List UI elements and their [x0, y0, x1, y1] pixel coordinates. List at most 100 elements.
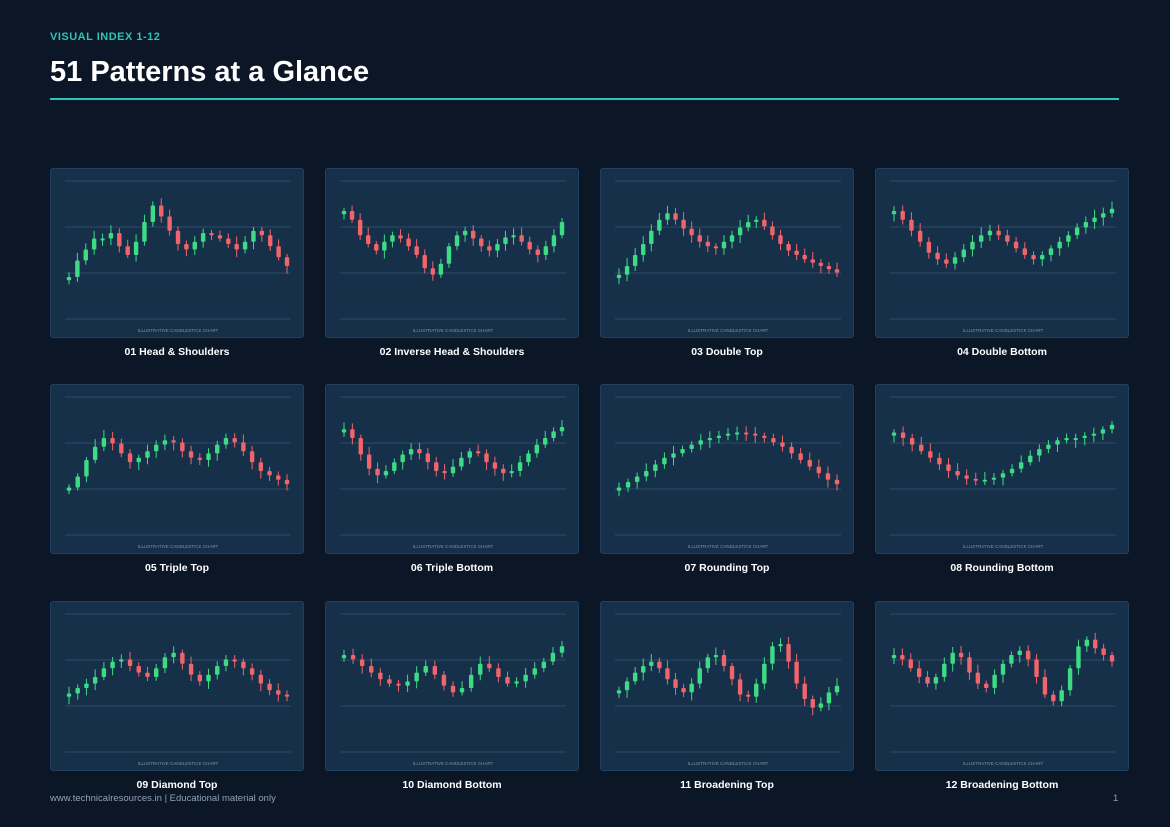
bearish-candle [996, 224, 1001, 240]
bullish-candle [543, 240, 549, 261]
bearish-candle [232, 433, 237, 448]
bullish-candle [91, 230, 97, 255]
bullish-candle [341, 207, 347, 220]
bullish-candle [66, 686, 72, 705]
bullish-candle [891, 429, 897, 443]
pattern-caption: 12 Broadening Bottom [945, 779, 1059, 791]
bearish-candle [175, 226, 181, 251]
bullish-candle [1009, 464, 1015, 477]
bearish-candle [249, 663, 255, 681]
bearish-candle [689, 221, 694, 243]
pattern-caption: 11 Broadening Top [680, 779, 774, 791]
bearish-candle [900, 205, 905, 225]
bullish-candle [66, 484, 72, 495]
bearish-candle [919, 436, 924, 455]
chart-svg: ILLUSTRATIVE CANDLESTICK CHART [65, 180, 291, 333]
bearish-candle [745, 690, 751, 703]
bearish-candle [417, 442, 422, 460]
chart-watermark: ILLUSTRATIVE CANDLESTICK CHART [688, 761, 769, 766]
bearish-candle [414, 239, 419, 259]
bullish-candle [559, 640, 565, 658]
bearish-candle [180, 438, 185, 458]
pattern-card: ILLUSTRATIVE CANDLESTICK CHART 12 Broaden… [875, 601, 1129, 791]
bullish-candle [616, 482, 622, 497]
pattern-card: ILLUSTRATIVE CANDLESTICK CHART 04 Double … [875, 168, 1129, 358]
bearish-candle [496, 663, 501, 683]
bullish-candle [414, 666, 419, 689]
chart-watermark: ILLUSTRATIVE CANDLESTICK CHART [963, 328, 1044, 333]
bearish-candle [657, 657, 662, 673]
chart-watermark: ILLUSTRATIVE CANDLESTICK CHART [688, 328, 769, 333]
bullish-candle [171, 646, 176, 664]
bearish-candle [358, 434, 363, 461]
bullish-candle [100, 233, 105, 246]
bullish-candle [1017, 646, 1022, 663]
bearish-candle [396, 679, 401, 692]
bearish-candle [241, 658, 246, 676]
bullish-candle [634, 472, 640, 489]
bearish-candle [917, 223, 923, 247]
bullish-candle [223, 655, 229, 672]
bearish-candle [284, 474, 290, 491]
bearish-candle [697, 228, 702, 248]
bearish-candle [909, 433, 915, 452]
bullish-candle [75, 252, 80, 282]
bearish-candle [479, 235, 484, 252]
bearish-candle [810, 252, 815, 268]
bearish-candle [234, 236, 239, 258]
bearish-candle [721, 649, 727, 672]
chart-watermark: ILLUSTRATIVE CANDLESTICK CHART [413, 328, 494, 333]
bearish-candle [1005, 229, 1010, 246]
bullish-candle [632, 247, 638, 272]
bearish-candle [1022, 242, 1027, 259]
bullish-candle [762, 657, 767, 690]
bullish-candle [162, 653, 168, 674]
bearish-candle [900, 648, 905, 666]
bullish-candle [84, 456, 89, 483]
bearish-candle [802, 676, 807, 707]
bullish-candle [1067, 665, 1073, 696]
bearish-candle [737, 673, 743, 702]
bearish-candle [1034, 654, 1039, 684]
pattern-card: ILLUSTRATIVE CANDLESTICK CHART 03 Double … [600, 168, 854, 358]
bearish-candle [798, 447, 803, 464]
bullish-candle [559, 420, 565, 437]
bullish-candle [405, 674, 410, 692]
chart-svg: ILLUSTRATIVE CANDLESTICK CHART [890, 396, 1116, 549]
bearish-candle [441, 671, 447, 691]
bullish-candle [754, 216, 759, 229]
bullish-candle [446, 243, 452, 268]
bullish-candle [509, 464, 514, 478]
bullish-candle [624, 677, 630, 698]
page-title: 51 Patterns at a Glance [50, 56, 370, 88]
candlestick-chart: ILLUSTRATIVE CANDLESTICK CHART [325, 168, 579, 338]
bullish-candle [551, 427, 556, 442]
bullish-candle [624, 258, 630, 282]
candlestick-chart: ILLUSTRATIVE CANDLESTICK CHART [50, 168, 304, 338]
pattern-card: ILLUSTRATIVE CANDLESTICK CHART 09 Diamond… [50, 601, 304, 791]
bearish-candle [350, 423, 355, 445]
bullish-candle [108, 225, 114, 246]
bullish-candle [101, 662, 107, 681]
bearish-candle [973, 472, 978, 486]
bearish-candle [967, 652, 972, 680]
candlestick-chart: ILLUSTRATIVE CANDLESTICK CHART [600, 168, 854, 338]
bullish-candle [950, 646, 955, 672]
pattern-caption: 08 Rounding Bottom [950, 562, 1054, 574]
bearish-candle [900, 426, 906, 446]
bearish-candle [681, 211, 686, 236]
bullish-candle [680, 445, 685, 457]
bearish-candle [946, 458, 951, 478]
pattern-caption: 02 Inverse Head & Shoulders [379, 346, 525, 358]
bearish-candle [357, 213, 363, 240]
bearish-candle [375, 462, 380, 484]
bullish-candle [459, 451, 464, 471]
bearish-candle [1093, 632, 1098, 654]
bearish-candle [705, 235, 711, 253]
bullish-candle [192, 236, 197, 256]
bullish-candle [84, 678, 89, 696]
bullish-candle [478, 656, 483, 681]
bearish-candle [1101, 643, 1106, 661]
bullish-candle [826, 686, 832, 711]
bullish-candle [734, 426, 740, 441]
